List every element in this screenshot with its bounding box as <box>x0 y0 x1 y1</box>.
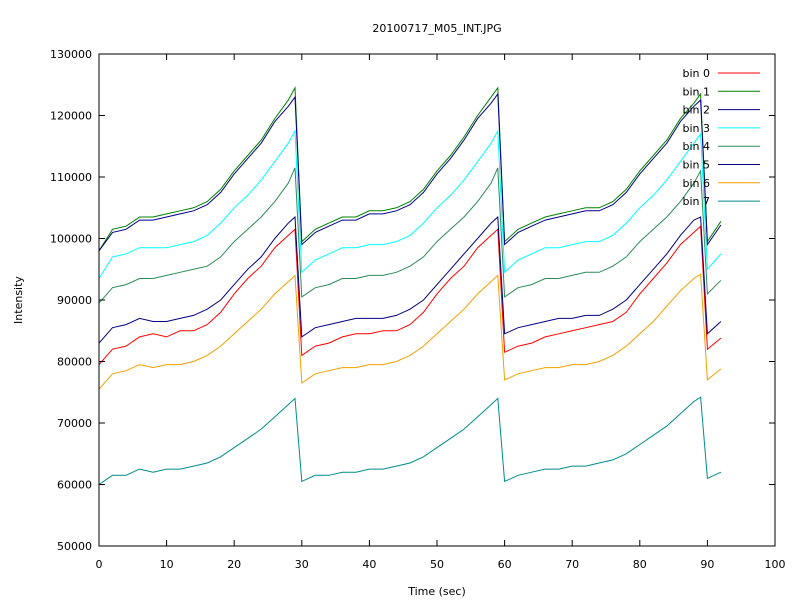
x-tick-label: 30 <box>295 558 309 571</box>
series-line-bin-7 <box>98 396 722 485</box>
legend: bin 0 bin 1 bin 2 bin 3 bin 4 bin 5 bin 6 bin 7 <box>682 67 760 208</box>
x-tick-label: 80 <box>633 558 647 571</box>
plot-frame <box>98 53 776 547</box>
series-layer <box>98 85 722 485</box>
legend-label: bin 1 <box>682 85 710 98</box>
x-tick-label: 10 <box>160 558 174 571</box>
series-line-bin-5 <box>98 215 722 344</box>
legend-label: bin 2 <box>682 104 710 117</box>
series-line-bin-2 <box>98 92 722 252</box>
x-tick-label: 70 <box>565 558 579 571</box>
y-axis-title: Intensity <box>12 276 25 324</box>
legend-label: bin 6 <box>682 177 710 190</box>
ticks-layer: 0 10 20 30 40 50 60 70 80 90 100 50000 60000 70000 800… <box>50 48 786 571</box>
x-tick-label: 60 <box>498 558 512 571</box>
y-tick-label: 130000 <box>50 48 92 61</box>
y-tick-label: 80000 <box>57 356 92 369</box>
x-tick-label: 0 <box>96 558 103 571</box>
y-tick-label: 50000 <box>57 540 92 553</box>
legend-label: bin 3 <box>682 122 710 135</box>
y-tick-label: 100000 <box>50 233 92 246</box>
legend-label: bin 0 <box>682 67 710 80</box>
legend-label: bin 5 <box>682 159 710 172</box>
x-tick-label: 40 <box>362 558 376 571</box>
y-tick-label: 70000 <box>57 417 92 430</box>
series-line-bin-0 <box>98 225 722 365</box>
x-tick-label: 100 <box>765 558 786 571</box>
series-line-bin-4 <box>98 167 722 304</box>
series-line-bin-1 <box>98 85 722 252</box>
y-tick-label: 60000 <box>57 479 92 492</box>
x-tick-label: 20 <box>227 558 241 571</box>
y-tick-label: 90000 <box>57 294 92 307</box>
series-line-bin-6 <box>98 273 722 390</box>
legend-label: bin 4 <box>682 140 710 153</box>
x-tick-label: 90 <box>700 558 714 571</box>
x-tick-label: 50 <box>430 558 444 571</box>
legend-label: bin 7 <box>682 195 710 208</box>
series-line-bin-3 <box>98 129 722 279</box>
chart-title: 20100717_M05_INT.JPG <box>372 22 501 35</box>
y-tick-label: 110000 <box>50 171 92 184</box>
x-axis-title: Time (sec) <box>407 585 466 598</box>
y-tick-label: 120000 <box>50 110 92 123</box>
